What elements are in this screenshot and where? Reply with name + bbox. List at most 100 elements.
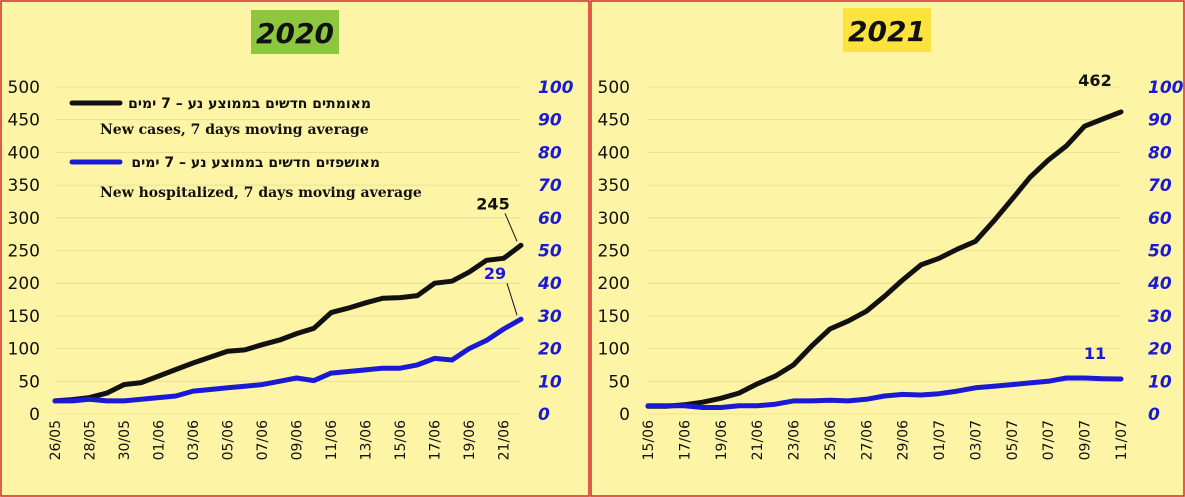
title-badge-2020: [251, 10, 339, 54]
series-line-cases-2020: [52, 242, 524, 404]
chart-title-2020: 2020: [256, 17, 334, 50]
y-left-tick-label: 150: [598, 307, 630, 327]
y-axis-left-2020: 0 50 100 150 200 250 300 350 400 450 500: [8, 78, 40, 425]
x-tick-label: 05/06: [221, 420, 237, 460]
y-right-tick-label: 30: [538, 307, 562, 327]
annotation-leader: [504, 213, 518, 242]
series-group-2020: [52, 242, 524, 404]
gridlines-2021: [648, 86, 1121, 415]
y-left-tick-label: 500: [8, 78, 40, 98]
y-left-tick-label: 50: [608, 372, 630, 392]
y-right-tick-label: 50: [1148, 242, 1172, 262]
x-tick-label: 23/06: [787, 420, 803, 460]
x-axis-2020: 26/05 28/05 30/05 01/06 03/06 05/06 07/06 09/06…: [48, 420, 513, 460]
y-left-tick-label: 450: [8, 111, 40, 131]
series-group-2021: [645, 109, 1124, 410]
legend-label-hospitalized-he: מאושפזים חדשים בממוצע נע – 7 ימים: [131, 155, 380, 171]
x-tick-label: 11/06: [324, 420, 340, 460]
y-right-tick-label: 90: [1148, 111, 1172, 131]
y-left-tick-label: 250: [8, 242, 40, 262]
y-right-tick-label: 40: [537, 274, 562, 294]
y-axis-right-2021: 0 10 20 30 40 50 60 70 80 90 100: [1147, 78, 1184, 425]
y-left-tick-label: 0: [619, 405, 630, 425]
y-right-tick-label: 10: [538, 372, 562, 392]
x-axis-2021: 15/06 17/06 19/06 21/06 23/06 25/06 27/06 29/06…: [641, 420, 1130, 460]
legend: מאומתים חדשים בממוצע נע – 7 ימים New cas…: [69, 96, 422, 201]
y-axis-right-2020: 0 10 20 30 40 50 60 70 80 90 100: [537, 78, 574, 425]
y-left-tick-label: 350: [598, 176, 630, 196]
chart-title-2021: 2021: [848, 15, 926, 48]
x-tick-label: 26/05: [48, 420, 64, 460]
panel-border-2020: [0, 0, 590, 497]
y-right-tick-label: 80: [1148, 143, 1172, 163]
y-left-tick-label: 200: [8, 274, 40, 294]
y-left-tick-label: 350: [8, 176, 40, 196]
y-left-tick-label: 450: [598, 111, 630, 131]
x-tick-label: 05/07: [1005, 420, 1021, 460]
y-right-tick-label: 60: [538, 209, 562, 229]
y-left-tick-label: 400: [598, 143, 630, 163]
y-left-tick-label: 150: [8, 307, 40, 327]
y-right-tick-label: 70: [1148, 176, 1172, 196]
y-left-tick-label: 300: [8, 209, 40, 229]
y-right-tick-label: 20: [1148, 340, 1172, 360]
annotation-leader: [506, 283, 518, 316]
chart-2021: 2021 0 50 100 150 200 250 300 350 400 450 500 0 10 2…: [590, 0, 1185, 497]
y-left-tick-label: 100: [598, 340, 630, 360]
y-right-tick-label: 0: [538, 405, 550, 425]
y-left-tick-label: 300: [598, 209, 630, 229]
annotation-cases-value: 245: [476, 194, 509, 213]
chart-2020: 2020 0 50 100 150 200 250 300 350 400 450 500 0 10 2…: [0, 0, 590, 497]
y-right-tick-label: 100: [538, 78, 574, 98]
y-left-tick-label: 50: [18, 372, 40, 392]
annotation-hospitalized-value: 11: [1084, 344, 1106, 363]
x-tick-label: 27/06: [859, 420, 875, 460]
y-left-tick-label: 400: [8, 143, 40, 163]
x-tick-label: 13/06: [359, 420, 375, 460]
x-tick-label: 21/06: [497, 420, 513, 460]
annotation-cases-value: 462: [1078, 71, 1111, 90]
x-tick-label: 09/06: [290, 420, 306, 460]
x-tick-label: 01/07: [932, 420, 948, 460]
title-badge-2021: [843, 8, 931, 52]
x-tick-label: 03/06: [186, 420, 202, 460]
legend-label-cases-he: מאומתים חדשים בממוצע נע – 7 ימים: [128, 96, 371, 112]
y-left-tick-label: 250: [598, 242, 630, 262]
x-tick-label: 07/07: [1041, 420, 1057, 460]
x-tick-label: 11/07: [1114, 420, 1130, 460]
x-tick-label: 25/06: [823, 420, 839, 460]
series-line-hospitalized-2020: [52, 316, 524, 404]
annotation-hospitalized-value: 29: [484, 264, 506, 283]
y-right-tick-label: 100: [1148, 78, 1184, 98]
series-line-hospitalized-2021: [645, 375, 1124, 410]
legend-label-cases-en: New cases, 7 days moving average: [100, 122, 369, 138]
y-left-tick-label: 200: [598, 274, 630, 294]
x-tick-label: 03/07: [968, 420, 984, 460]
x-tick-label: 09/07: [1078, 420, 1094, 460]
y-right-tick-label: 50: [538, 242, 562, 262]
panel-border-2021: [590, 0, 1185, 497]
y-left-tick-label: 500: [598, 78, 630, 98]
y-right-tick-label: 10: [1148, 372, 1172, 392]
x-tick-label: 19/06: [462, 420, 478, 460]
y-right-tick-label: 80: [538, 143, 562, 163]
x-tick-label: 15/06: [641, 420, 657, 460]
y-right-tick-label: 70: [538, 176, 562, 196]
y-left-tick-label: 0: [29, 405, 40, 425]
x-tick-label: 29/06: [896, 420, 912, 460]
y-right-tick-label: 90: [538, 111, 562, 131]
series-line-cases-2021: [645, 109, 1124, 409]
x-tick-label: 30/05: [117, 420, 133, 460]
legend-label-hospitalized-en: New hospitalized, 7 days moving average: [100, 185, 422, 201]
x-tick-label: 21/06: [750, 420, 766, 460]
y-right-tick-label: 30: [1148, 307, 1172, 327]
x-tick-label: 07/06: [255, 420, 271, 460]
x-tick-label: 28/05: [83, 420, 99, 460]
x-tick-label: 17/06: [428, 420, 444, 460]
x-tick-label: 19/06: [714, 420, 730, 460]
y-left-tick-label: 100: [8, 340, 40, 360]
annotations-2020: 245 29: [476, 194, 518, 316]
x-tick-label: 15/06: [393, 420, 409, 460]
y-right-tick-label: 40: [1147, 274, 1172, 294]
